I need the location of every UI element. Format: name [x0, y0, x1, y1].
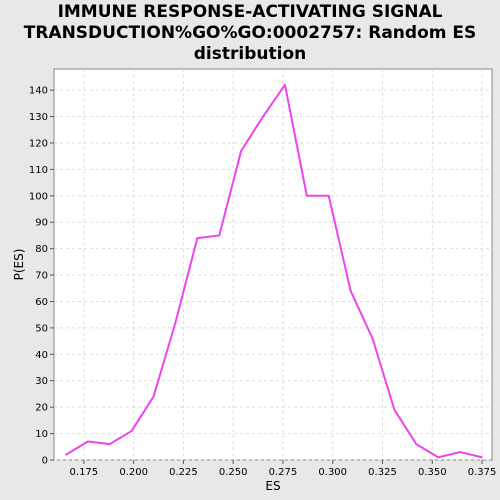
data-point: [87, 440, 89, 443]
x-tick-label: 0.250: [219, 467, 248, 478]
data-point: [306, 195, 308, 197]
data-point: [174, 321, 177, 324]
data-point: [65, 453, 67, 456]
data-point: [415, 443, 418, 445]
x-tick-label: 0.175: [70, 467, 99, 478]
series-line-0: [65, 83, 483, 459]
y-tick-label: 60: [35, 297, 48, 308]
data-point: [240, 150, 242, 152]
y-tick-label: 40: [35, 350, 48, 361]
y-tick-label: 100: [29, 191, 48, 202]
data-point: [284, 84, 286, 86]
data-point: [152, 395, 155, 398]
title-line-3: distribution: [193, 44, 307, 64]
x-axis-label: ES: [265, 479, 280, 493]
data-point: [393, 409, 396, 411]
y-tick-label: 0: [42, 456, 48, 467]
data-point: [196, 237, 199, 239]
title-line-2: TRANSDUCTION%GO%GO:0002757: Random ES: [23, 23, 477, 43]
x-tick-label: 0.200: [119, 467, 148, 478]
data-point: [371, 337, 374, 340]
y-tick-label: 120: [29, 138, 48, 149]
data-point: [437, 456, 440, 459]
data-point: [327, 195, 330, 197]
plot-area: [53, 68, 493, 461]
y-tick-label: 140: [29, 86, 48, 97]
axes: 0 10 20 30 40 50 60 70 80 90 100 110 120 130 140 0.175 0…: [29, 86, 496, 478]
y-tick-label: 10: [35, 429, 48, 440]
data-point: [130, 430, 133, 432]
x-tick-label: 0.275: [269, 467, 298, 478]
y-tick-label: 30: [35, 376, 48, 387]
x-tick-label: 0.350: [418, 467, 447, 478]
y-tick-label: 20: [35, 403, 48, 414]
y-tick-label: 90: [35, 218, 48, 229]
x-tick-label: 0.375: [468, 467, 497, 478]
y-tick-label: 130: [29, 112, 48, 123]
grid: [54, 69, 492, 461]
y-tick-label: 50: [35, 323, 48, 334]
data-point: [218, 234, 221, 237]
series-layer: [65, 83, 483, 459]
data-point: [481, 456, 483, 459]
y-tick-label: 70: [35, 271, 48, 282]
x-tick-label: 0.225: [169, 467, 198, 478]
data-point: [108, 443, 111, 445]
y-tick-label: 80: [35, 244, 48, 255]
y-tick-label: 110: [29, 165, 48, 176]
data-point: [262, 115, 264, 118]
data-point: [459, 451, 461, 453]
data-point: [349, 290, 352, 292]
x-tick-label: 0.300: [318, 467, 347, 478]
x-tick-label: 0.325: [368, 467, 397, 478]
title-line-1: IMMUNE RESPONSE-ACTIVATING SIGNAL: [57, 2, 443, 22]
chart-title: IMMUNE RESPONSE-ACTIVATING SIGNAL TRANSD…: [0, 2, 500, 65]
y-axis-label: P(ES): [12, 249, 26, 281]
